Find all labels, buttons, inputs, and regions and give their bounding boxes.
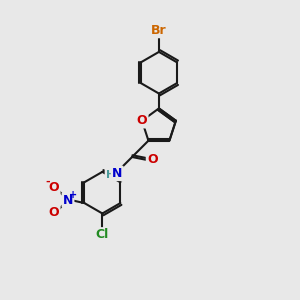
- Text: -: -: [46, 176, 50, 186]
- Text: N: N: [112, 167, 122, 180]
- Text: Br: Br: [151, 24, 167, 37]
- Text: O: O: [147, 154, 158, 166]
- Text: O: O: [49, 206, 59, 219]
- Text: +: +: [69, 190, 77, 200]
- Text: H: H: [106, 170, 115, 180]
- Text: Cl: Cl: [96, 228, 109, 242]
- Text: O: O: [49, 181, 59, 194]
- Text: O: O: [136, 114, 147, 127]
- Text: N: N: [63, 194, 73, 207]
